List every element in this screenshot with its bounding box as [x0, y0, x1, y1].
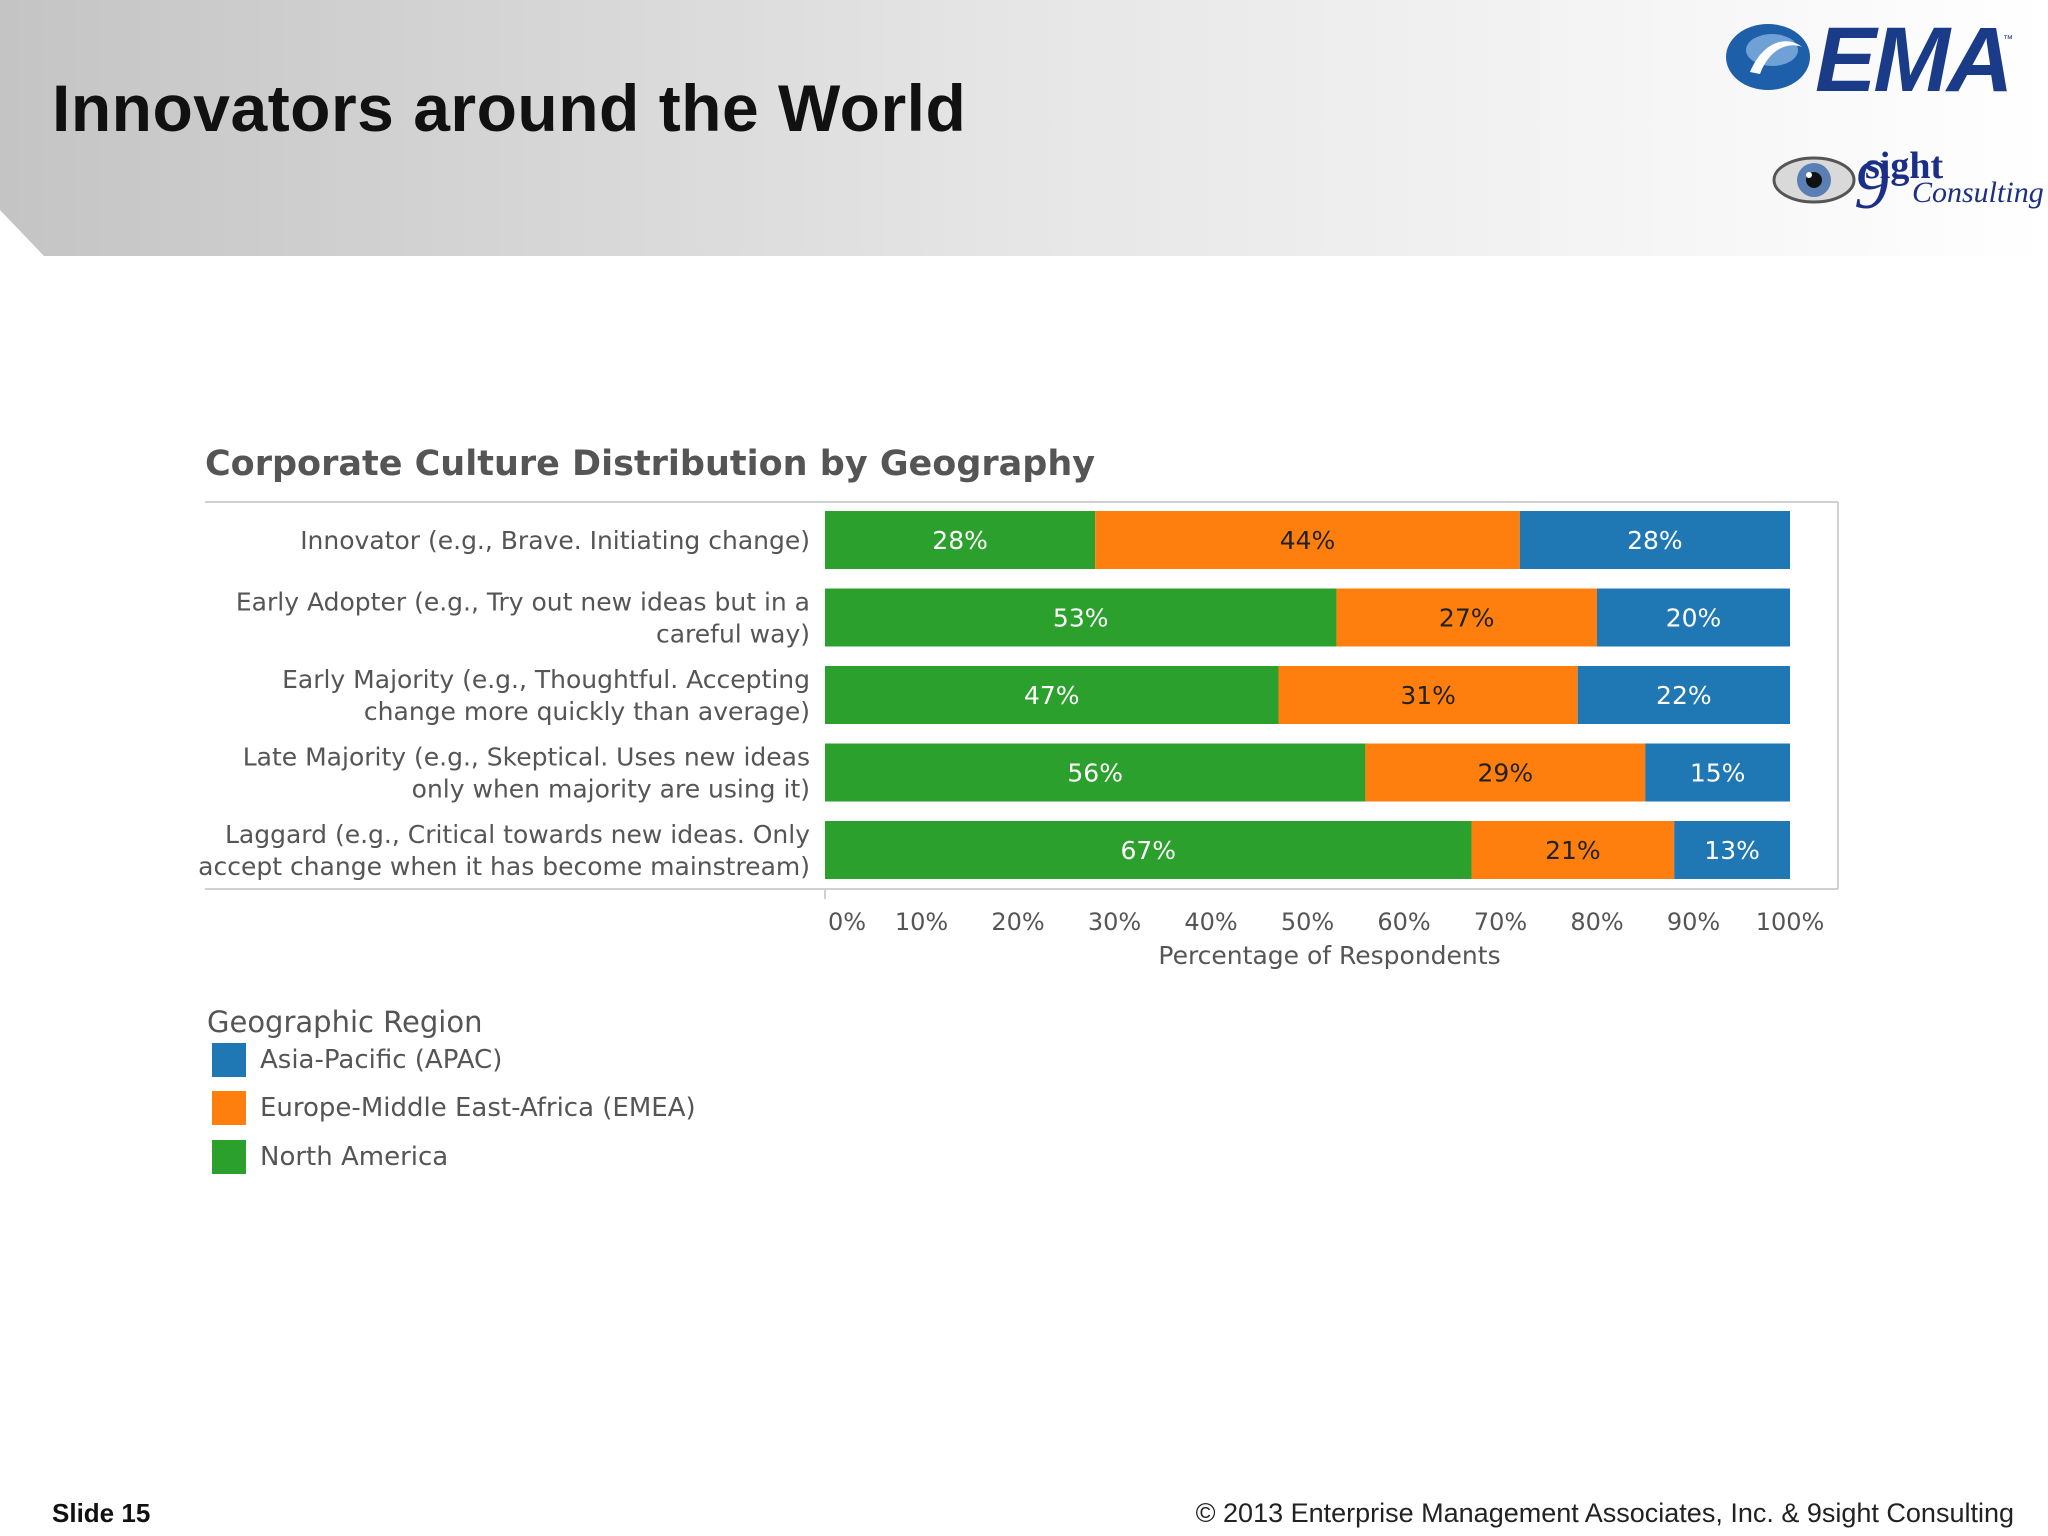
- bar-segment: [825, 511, 1096, 569]
- legend-label-north-america: North America: [260, 1142, 449, 1172]
- bar-segment: [1471, 821, 1675, 879]
- legend-swatch-emea: [212, 1091, 246, 1125]
- data-label: 15%: [1690, 759, 1746, 788]
- x-tick-label: 60%: [1377, 908, 1430, 936]
- x-tick-label: 80%: [1570, 908, 1623, 936]
- x-tick-label: 70%: [1474, 908, 1527, 936]
- eye-icon: 9: [1772, 147, 1889, 220]
- category-label: change more quickly than average): [364, 697, 810, 726]
- data-label: 28%: [932, 526, 988, 555]
- x-tick-label: 20%: [991, 908, 1044, 936]
- ema-logo-text: EMA: [1815, 9, 2013, 111]
- category-label: Laggard (e.g., Critical towards new idea…: [225, 820, 810, 849]
- data-label: 22%: [1656, 681, 1712, 710]
- slide-number: Slide 15: [52, 1498, 151, 1528]
- data-label: 28%: [1627, 526, 1683, 555]
- copyright-text: © 2013 Enterprise Management Associates,…: [1195, 1498, 2014, 1528]
- legend-label-emea: Europe-Middle East-Africa (EMEA): [260, 1093, 696, 1123]
- data-label: 47%: [1024, 681, 1080, 710]
- data-label: 27%: [1439, 604, 1495, 633]
- category-label: accept change when it has become mainstr…: [198, 852, 810, 881]
- bar-segment: [1519, 511, 1790, 569]
- data-label: 44%: [1280, 526, 1336, 555]
- bar-segment: [1674, 821, 1790, 879]
- legend-item-apac: Asia-Pacific (APAC): [212, 1043, 502, 1077]
- x-tick-label: 0%: [828, 908, 866, 936]
- legend-swatch-apac: [212, 1043, 246, 1077]
- x-tick-label: 10%: [895, 908, 948, 936]
- legend-swatch-north-america: [212, 1140, 246, 1174]
- bar-segment: [825, 588, 1337, 647]
- data-label: 56%: [1067, 759, 1123, 788]
- x-tick-label: 100%: [1756, 908, 1825, 936]
- bar-segment: [1095, 511, 1520, 569]
- ninesight-sight-text: sight: [1865, 145, 1944, 187]
- x-tick-label: 90%: [1667, 908, 1720, 936]
- svg-text:9: 9: [1854, 147, 1889, 220]
- category-label: Innovator (e.g., Brave. Initiating chang…: [300, 526, 810, 555]
- category-label: only when majority are using it): [412, 775, 810, 804]
- x-tick-label: 40%: [1184, 908, 1237, 936]
- x-tick-label: 50%: [1281, 908, 1334, 936]
- ninesight-logo: 9 sight Consulting: [1772, 140, 2044, 220]
- legend-title: Geographic Region: [207, 1005, 483, 1039]
- category-label: careful way): [656, 620, 810, 649]
- bar-segment: [1597, 588, 1790, 647]
- x-axis-title: Percentage of Respondents: [1158, 941, 1500, 970]
- ema-trademark: ™: [2003, 34, 2013, 45]
- bar-segment: [1278, 666, 1578, 724]
- data-label: 13%: [1704, 836, 1760, 865]
- category-label: Late Majority (e.g., Skeptical. Uses new…: [243, 743, 810, 772]
- data-label: 29%: [1478, 759, 1534, 788]
- legend-item-emea: Europe-Middle East-Africa (EMEA): [212, 1091, 696, 1125]
- bar-segment: [1645, 743, 1790, 802]
- legend-label-apac: Asia-Pacific (APAC): [260, 1045, 503, 1075]
- header-band: [0, 0, 2048, 260]
- data-label: 20%: [1666, 604, 1722, 633]
- stacked-bar-chart: Innovator (e.g., Brave. Initiating chang…: [198, 501, 1839, 970]
- bar-segment: [825, 821, 1472, 879]
- chart-title: Corporate Culture Distribution by Geogra…: [205, 444, 1096, 484]
- slide-title: Innovators around the World: [52, 71, 967, 145]
- bar-segment: [1336, 588, 1597, 647]
- bar-segment: [825, 743, 1366, 802]
- data-label: 67%: [1120, 836, 1176, 865]
- slide-header: Innovators around the World EMA ™ 9 sigh…: [0, 0, 2048, 260]
- data-label: 21%: [1545, 836, 1601, 865]
- ninesight-consulting-text: Consulting: [1912, 176, 2044, 209]
- bar-segment: [825, 666, 1279, 724]
- category-label: Early Majority (e.g., Thoughtful. Accept…: [282, 665, 810, 694]
- bar-segment: [1365, 743, 1646, 802]
- data-label: 31%: [1400, 681, 1456, 710]
- ema-logo: EMA ™: [1720, 12, 2020, 117]
- category-label: Early Adopter (e.g., Try out new ideas b…: [236, 588, 810, 617]
- bar-segment: [1577, 666, 1790, 724]
- data-label: 53%: [1053, 604, 1109, 633]
- x-tick-label: 30%: [1088, 908, 1141, 936]
- ema-swoosh-icon: [1726, 24, 1810, 90]
- legend-item-north-america: North America: [212, 1140, 448, 1174]
